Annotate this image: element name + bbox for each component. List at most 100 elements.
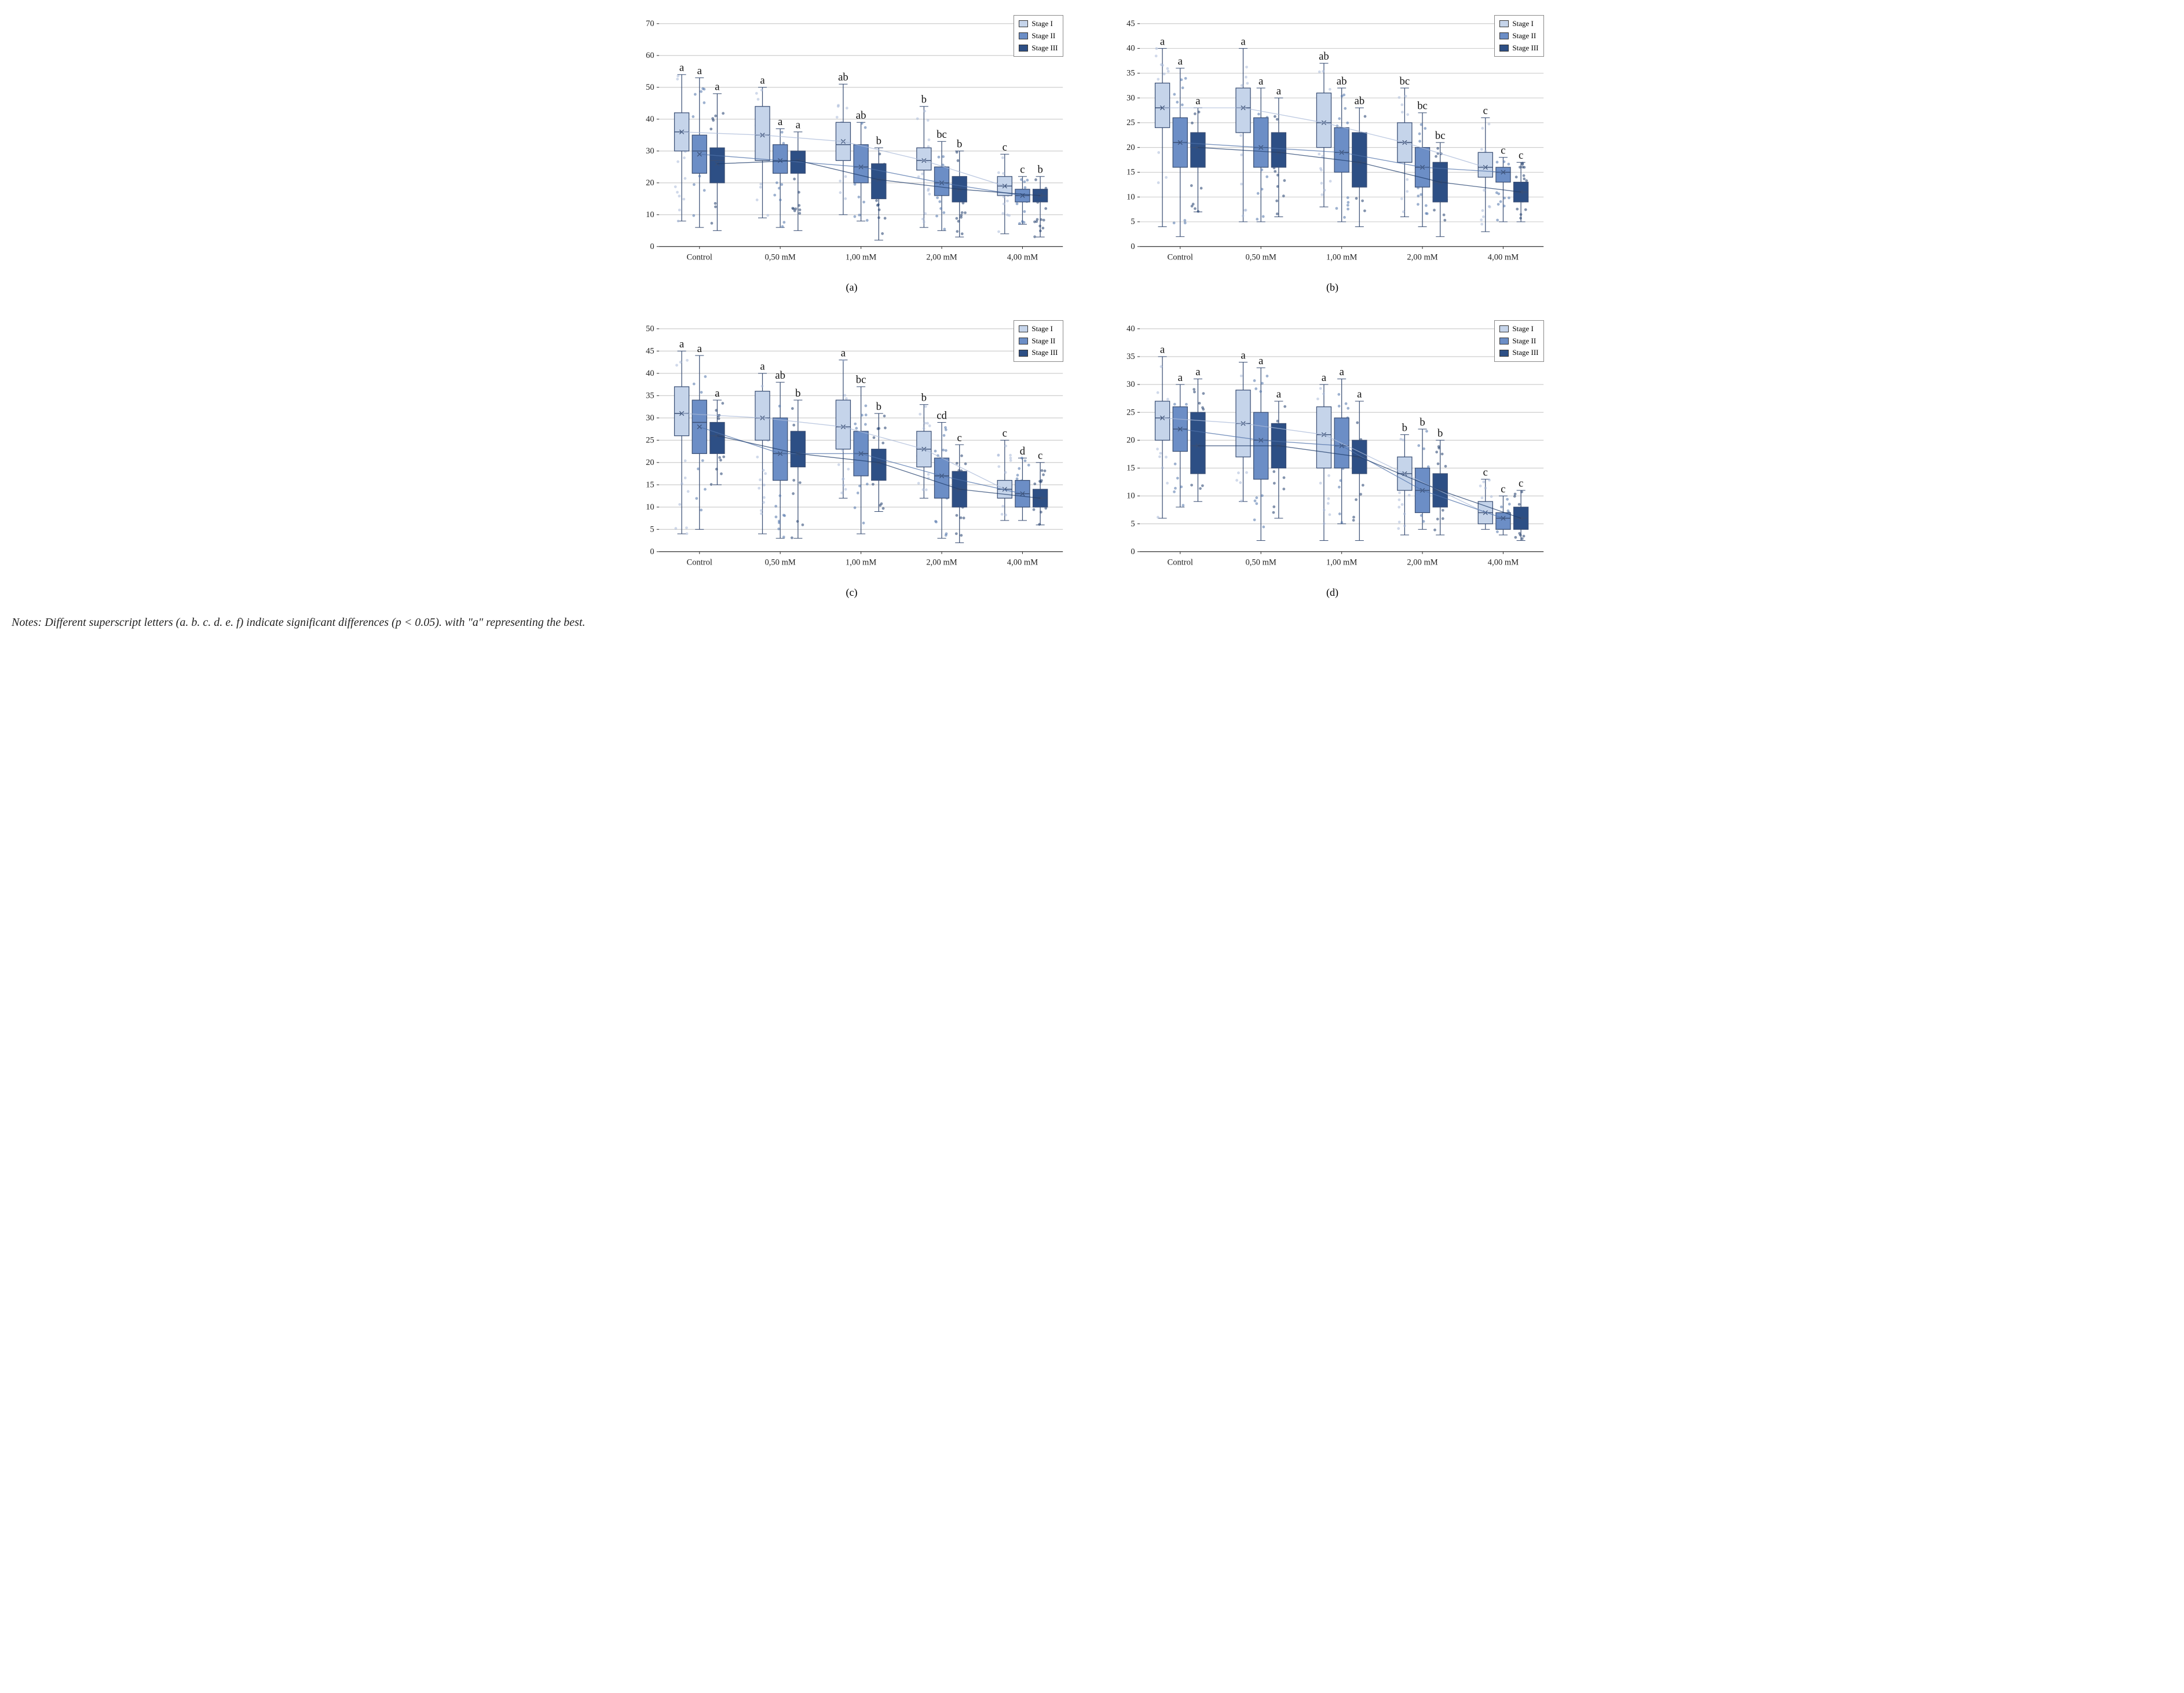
svg-text:c: c (1002, 427, 1007, 439)
svg-text:10: 10 (646, 503, 654, 512)
svg-text:1,00 mM: 1,00 mM (1326, 253, 1356, 262)
legend-label: Stage II (1512, 335, 1536, 347)
svg-text:25: 25 (1126, 118, 1135, 127)
svg-text:b: b (876, 135, 881, 147)
legend-swatch-icon (1499, 20, 1509, 27)
svg-text:a: a (760, 360, 765, 372)
svg-text:a: a (1159, 35, 1165, 47)
svg-text:a: a (715, 81, 720, 93)
panel-sublabel: (a) (629, 281, 1075, 294)
legend-label: Stage III (1512, 347, 1538, 359)
svg-text:50: 50 (646, 83, 654, 92)
svg-text:b: b (921, 391, 926, 404)
svg-text:4,00 mM: 4,00 mM (1007, 253, 1037, 262)
svg-text:a: a (697, 343, 702, 355)
svg-text:40: 40 (646, 369, 654, 378)
chart-a: 010203040506070Controlaaa0,50 mMaaa1,00 … (629, 12, 1075, 277)
svg-text:40: 40 (1126, 44, 1135, 53)
svg-text:a: a (1259, 75, 1264, 87)
svg-text:2,00 mM: 2,00 mM (1407, 558, 1437, 567)
legend: Stage IStage IIStage III (1494, 15, 1543, 57)
chart-c: 05101520253035404550Controlaaa0,50 mMaab… (629, 317, 1075, 582)
svg-text:25: 25 (1126, 408, 1135, 417)
svg-text:cd: cd (936, 409, 947, 422)
svg-text:ab: ab (838, 71, 848, 83)
legend-item: Stage III (1019, 347, 1058, 359)
svg-text:d: d (1019, 445, 1025, 457)
svg-text:4,00 mM: 4,00 mM (1007, 558, 1037, 567)
legend: Stage IStage IIStage III (1494, 320, 1543, 362)
svg-text:a: a (1321, 372, 1326, 384)
svg-text:b: b (795, 387, 800, 400)
svg-text:Control: Control (1167, 558, 1192, 567)
legend-swatch-icon (1019, 350, 1028, 357)
panel-sublabel: (d) (1110, 587, 1556, 599)
legend-item: Stage III (1499, 42, 1538, 54)
svg-text:35: 35 (1126, 352, 1135, 361)
legend: Stage IStage IIStage III (1014, 15, 1063, 57)
svg-text:15: 15 (646, 480, 654, 489)
svg-text:20: 20 (646, 458, 654, 467)
svg-text:a: a (1259, 355, 1264, 367)
legend-label: Stage III (1031, 42, 1058, 54)
panel-sublabel: (c) (629, 587, 1075, 599)
legend-label: Stage III (1512, 42, 1538, 54)
legend-item: Stage I (1019, 18, 1058, 30)
svg-text:c: c (1483, 105, 1487, 117)
legend-swatch-icon (1499, 325, 1509, 332)
legend-swatch-icon (1499, 45, 1509, 52)
svg-text:35: 35 (646, 391, 654, 400)
svg-text:0: 0 (650, 242, 654, 251)
svg-text:bc: bc (855, 373, 866, 386)
svg-text:40: 40 (1126, 324, 1135, 334)
svg-text:c: c (1501, 145, 1505, 157)
svg-text:20: 20 (1126, 435, 1135, 445)
svg-text:20: 20 (1126, 143, 1135, 152)
legend-item: Stage III (1019, 42, 1058, 54)
svg-text:a: a (1276, 85, 1281, 97)
legend-swatch-icon (1019, 338, 1028, 345)
legend-label: Stage I (1512, 323, 1533, 335)
legend-label: Stage II (1512, 30, 1536, 42)
svg-text:a: a (1177, 56, 1183, 68)
svg-text:a: a (1241, 349, 1246, 361)
svg-text:5: 5 (650, 525, 654, 534)
legend-swatch-icon (1019, 20, 1028, 27)
svg-text:c: c (957, 432, 961, 444)
svg-text:4,00 mM: 4,00 mM (1487, 253, 1518, 262)
svg-text:b: b (876, 401, 881, 413)
svg-text:a: a (1177, 372, 1183, 384)
legend-label: Stage I (1031, 18, 1052, 30)
panel-sublabel: (b) (1110, 281, 1556, 294)
svg-text:45: 45 (1126, 19, 1135, 28)
legend-item: Stage I (1499, 323, 1538, 335)
svg-text:5: 5 (1131, 519, 1135, 529)
svg-text:ab: ab (775, 369, 785, 382)
legend-item: Stage II (1499, 30, 1538, 42)
legend-item: Stage I (1499, 18, 1538, 30)
panel-d: 0510152025303540Controlaaa0,50 mMaaa1,00… (1110, 317, 1556, 599)
svg-text:Control: Control (686, 253, 712, 262)
svg-text:60: 60 (646, 51, 654, 60)
legend-item: Stage II (1499, 335, 1538, 347)
chart-d: 0510152025303540Controlaaa0,50 mMaaa1,00… (1110, 317, 1556, 582)
svg-text:a: a (1339, 366, 1344, 378)
legend-item: Stage II (1019, 30, 1058, 42)
svg-text:c: c (1518, 149, 1523, 162)
svg-text:bc: bc (936, 129, 947, 141)
svg-text:10: 10 (1126, 192, 1135, 201)
svg-text:0,50 mM: 0,50 mM (1245, 558, 1276, 567)
svg-text:a: a (1241, 35, 1246, 47)
svg-text:5: 5 (1131, 217, 1135, 226)
svg-text:c: c (1483, 466, 1487, 478)
legend-item: Stage II (1019, 335, 1058, 347)
legend-swatch-icon (1499, 32, 1509, 39)
svg-text:0,50 mM: 0,50 mM (764, 558, 795, 567)
legend-swatch-icon (1019, 32, 1028, 39)
legend-label: Stage II (1031, 335, 1055, 347)
svg-text:bc: bc (1417, 100, 1428, 112)
panel-a: 010203040506070Controlaaa0,50 mMaaa1,00 … (629, 12, 1075, 294)
chart-b: 051015202530354045Controlaaa0,50 mMaaa1,… (1110, 12, 1556, 277)
svg-text:ab: ab (1354, 95, 1364, 107)
svg-text:a: a (715, 387, 720, 400)
